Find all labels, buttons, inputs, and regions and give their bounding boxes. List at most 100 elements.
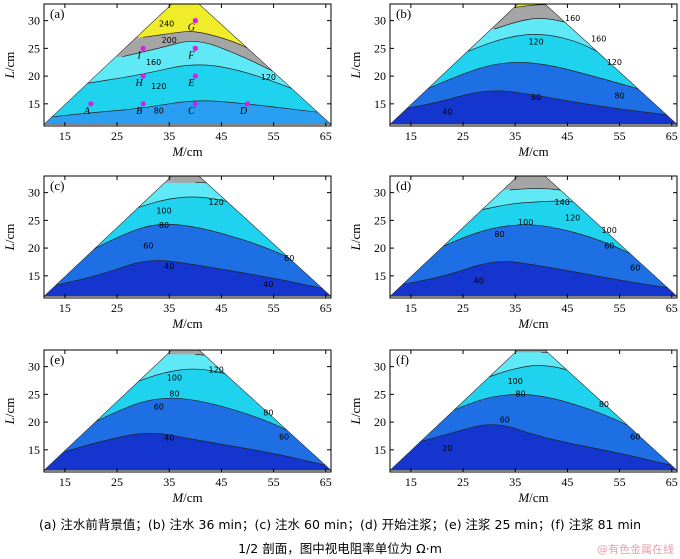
plot-frame bbox=[389, 175, 678, 299]
plot-frame bbox=[43, 349, 332, 473]
contour-value-label: 100 bbox=[518, 218, 533, 227]
contour-value-label: 100 bbox=[602, 226, 617, 235]
plot-frame bbox=[43, 175, 332, 299]
contour-value-label: 140 bbox=[555, 198, 570, 207]
panel-label: (a) bbox=[50, 6, 64, 21]
panel-label: (d) bbox=[396, 178, 411, 193]
y-axis-title: L/cm bbox=[348, 224, 363, 252]
chart-panel-a: 15 25 35 45 55 6515202530M/cmL/cm(a)240200160… bbox=[2, 3, 332, 159]
contour-line-2 bbox=[468, 34, 620, 66]
x-tick-label: 15 bbox=[59, 301, 71, 315]
y-tick-label: 30 bbox=[28, 14, 40, 28]
contour-value-label: 160 bbox=[565, 14, 580, 23]
y-tick-label: 30 bbox=[374, 14, 386, 28]
measurement-point-label: F bbox=[187, 50, 195, 61]
x-axis-unit: /cm bbox=[183, 316, 203, 331]
measurement-point-D bbox=[244, 101, 251, 107]
measurement-point-H bbox=[140, 73, 146, 79]
panel-label: (b) bbox=[396, 6, 411, 21]
contour-fill bbox=[390, 176, 677, 297]
chart-panel-f: 15 25 35 45 55 6515202530M/cmL/cm(f)100808060… bbox=[348, 349, 678, 505]
contour-value-label: 120 bbox=[528, 38, 543, 47]
x-tick-label: 65 bbox=[320, 129, 332, 143]
y-axis-unit: /cm bbox=[2, 52, 17, 72]
x-axis-var: M bbox=[171, 490, 184, 505]
x-tick-label: 25 bbox=[111, 475, 123, 489]
contour-value-label: 80 bbox=[159, 221, 169, 230]
panel-label: (f) bbox=[396, 352, 409, 367]
measurement-point-label: C bbox=[188, 106, 195, 117]
contour-figure: 15 25 35 45 55 6515202530M/cmL/cm(a)240200160… bbox=[2, 3, 678, 505]
contour-fill bbox=[44, 350, 331, 471]
y-tick-label: 25 bbox=[374, 41, 386, 55]
measurement-point-G bbox=[192, 18, 198, 24]
x-axis-title: M/cm bbox=[171, 144, 202, 159]
y-axis-var: L bbox=[348, 243, 363, 251]
contour-line-0 bbox=[390, 261, 677, 290]
contour-fill bbox=[390, 350, 677, 471]
x-tick-label: 65 bbox=[666, 129, 678, 143]
contour-value-label: 60 bbox=[604, 241, 614, 250]
x-axis-unit: /cm bbox=[529, 144, 549, 159]
contour-value-label: 100 bbox=[156, 206, 171, 215]
contour-value-label: 80 bbox=[599, 400, 609, 409]
y-tick-label: 15 bbox=[28, 269, 40, 283]
contour-value-label: 160 bbox=[146, 58, 161, 67]
y-tick-label: 20 bbox=[28, 241, 40, 255]
x-axis-var: M bbox=[517, 316, 530, 331]
contour-value-label: 80 bbox=[515, 389, 525, 398]
y-axis-unit: /cm bbox=[2, 398, 17, 418]
x-axis-title: M/cm bbox=[517, 144, 548, 159]
x-tick-label: 65 bbox=[320, 301, 332, 315]
contour-value-label: 80 bbox=[154, 106, 164, 115]
x-axis-title: M/cm bbox=[517, 316, 548, 331]
x-tick-label: 15 bbox=[59, 475, 71, 489]
x-axis-var: M bbox=[517, 490, 530, 505]
panel-label: (e) bbox=[50, 352, 64, 367]
contour-line-1 bbox=[80, 64, 311, 96]
contour-value-label: 60 bbox=[630, 264, 640, 273]
x-tick-label: 55 bbox=[268, 475, 280, 489]
y-axis-title: L/cm bbox=[2, 224, 17, 252]
contour-value-label: 80 bbox=[169, 389, 179, 398]
y-tick-label: 25 bbox=[28, 387, 40, 401]
y-tick-label: 20 bbox=[28, 415, 40, 429]
figure-caption-panels: (a) 注水前背景值；(b) 注水 36 min；(c) 注水 60 min；(… bbox=[38, 517, 642, 532]
y-tick-label: 25 bbox=[374, 387, 386, 401]
x-tick-label: 25 bbox=[457, 301, 469, 315]
contour-line-0 bbox=[44, 100, 331, 119]
y-axis-unit: /cm bbox=[348, 398, 363, 418]
x-tick-label: 15 bbox=[405, 475, 417, 489]
x-axis-title: M/cm bbox=[517, 490, 548, 505]
x-tick-label: 45 bbox=[215, 301, 227, 315]
x-tick-label: 25 bbox=[111, 129, 123, 143]
contour-value-label: 120 bbox=[209, 365, 224, 374]
x-tick-label: 65 bbox=[666, 475, 678, 489]
contour-fill bbox=[390, 4, 677, 125]
y-axis-var: L bbox=[2, 71, 17, 79]
x-tick-label: 15 bbox=[405, 129, 417, 143]
y-axis-var: L bbox=[2, 243, 17, 251]
x-axis-unit: /cm bbox=[529, 316, 549, 331]
contour-value-label: 60 bbox=[279, 433, 289, 442]
measurement-point-label: D bbox=[239, 106, 248, 117]
x-tick-label: 35 bbox=[163, 475, 175, 489]
x-tick-label: 45 bbox=[561, 301, 573, 315]
contour-value-label: 240 bbox=[159, 19, 174, 28]
x-axis-var: M bbox=[171, 316, 184, 331]
contour-line-2 bbox=[122, 41, 279, 75]
contour-value-label: 40 bbox=[164, 262, 174, 271]
measurement-point-label: G bbox=[188, 23, 195, 34]
measurement-point-I bbox=[140, 45, 146, 51]
contour-value-label: 60 bbox=[500, 415, 510, 424]
x-tick-label: 55 bbox=[614, 301, 626, 315]
contour-fill bbox=[44, 176, 331, 297]
contour-value-label: 40 bbox=[474, 276, 484, 285]
measurement-point-label: I bbox=[136, 50, 141, 61]
contour-value-label: 60 bbox=[284, 254, 294, 263]
x-tick-label: 25 bbox=[457, 475, 469, 489]
y-tick-label: 30 bbox=[374, 360, 386, 374]
x-tick-label: 65 bbox=[320, 475, 332, 489]
chart-panel-d: 15 25 35 45 55 6515202530M/cmL/cm(d)140120100… bbox=[348, 175, 678, 331]
